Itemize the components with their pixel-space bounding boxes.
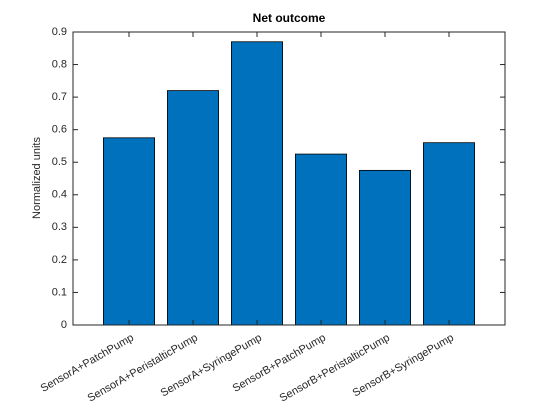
y-axis-label: Normalized units [31, 137, 43, 219]
bar [294, 153, 347, 326]
axes-box [72, 31, 506, 326]
y-tick-label: 0.2 [52, 254, 67, 266]
y-tick-label: 0.8 [52, 58, 67, 70]
y-tick-label: 0 [61, 319, 67, 331]
bar [422, 142, 475, 326]
bar [103, 137, 156, 326]
bar [358, 169, 411, 326]
y-tick-label: 0.1 [52, 286, 67, 298]
chart-title: Net outcome [253, 11, 326, 25]
bar [166, 90, 219, 326]
y-tick-label: 0.3 [52, 221, 67, 233]
bar [230, 41, 283, 326]
y-tick-label: 0.7 [52, 91, 67, 103]
y-tick-label: 0.9 [52, 26, 67, 38]
y-tick-label: 0.6 [52, 124, 67, 136]
y-tick-label: 0.5 [52, 156, 67, 168]
y-tick-label: 0.4 [52, 189, 67, 201]
